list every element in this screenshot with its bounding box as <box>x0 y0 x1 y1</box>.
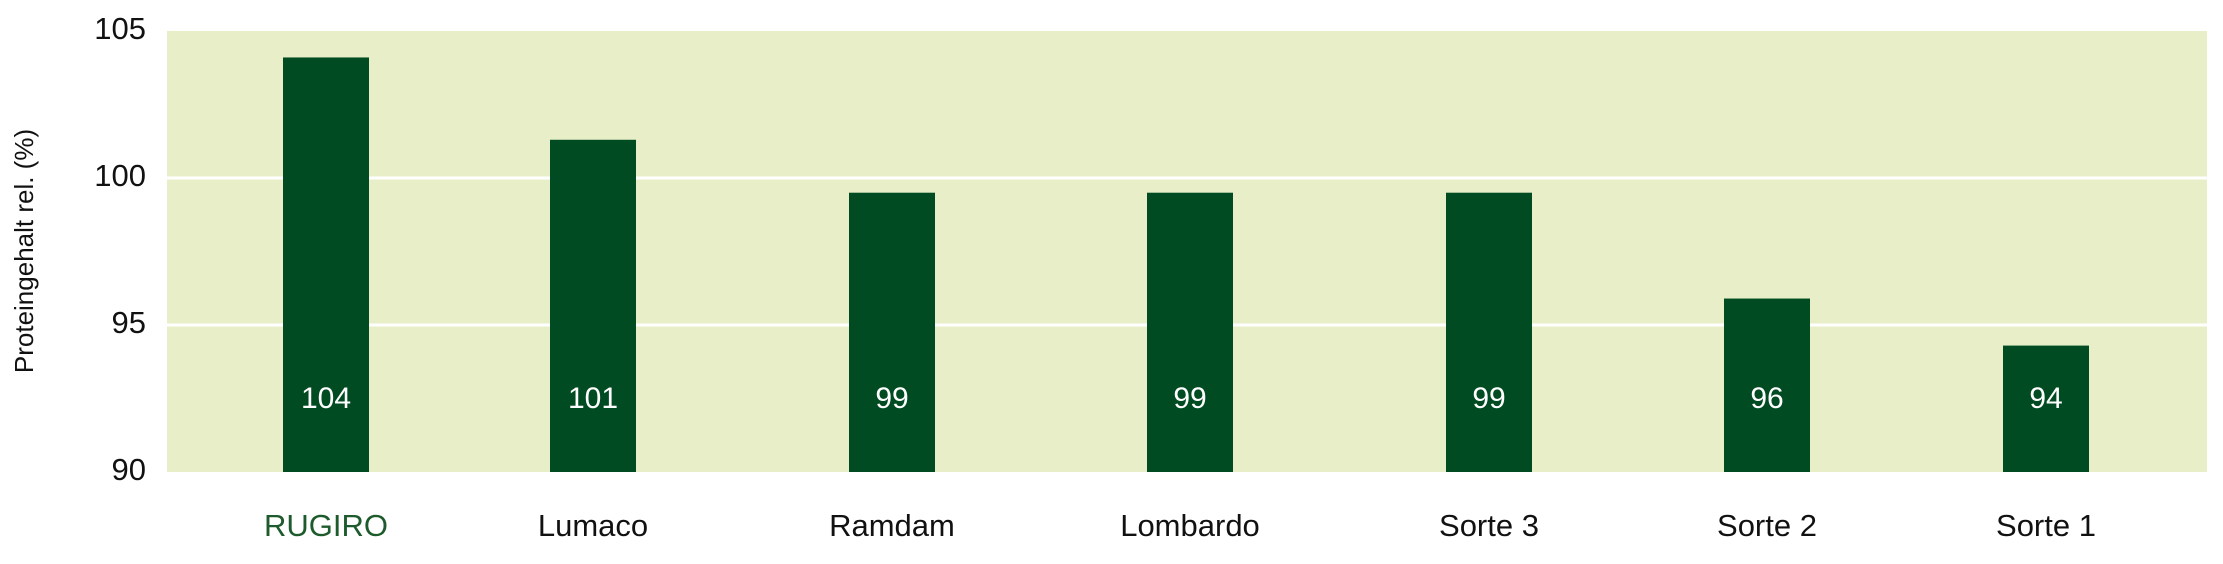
y-tick-label: 95 <box>112 305 146 340</box>
bar <box>1147 192 1233 472</box>
x-tick-label: Sorte 2 <box>1717 508 1817 543</box>
value-label: 99 <box>875 382 908 415</box>
bar <box>849 192 935 472</box>
value-label: 99 <box>1173 382 1206 415</box>
x-tick-label: Lombardo <box>1120 508 1260 543</box>
bar <box>1724 298 1810 472</box>
x-tick-label: RUGIRO <box>264 508 388 543</box>
x-tick-label: Ramdam <box>829 508 955 543</box>
x-tick-label: Sorte 1 <box>1996 508 2096 543</box>
value-label: 96 <box>1750 382 1783 415</box>
value-label: 101 <box>568 382 618 415</box>
bar <box>550 139 636 472</box>
value-label: 94 <box>2029 382 2062 415</box>
y-tick-label: 100 <box>94 158 146 193</box>
value-label: 99 <box>1472 382 1505 415</box>
value-label: 104 <box>301 382 351 415</box>
y-tick-label: 90 <box>112 452 146 487</box>
bar <box>1446 192 1532 472</box>
x-tick-label: Lumaco <box>538 508 648 543</box>
x-tick-label: Sorte 3 <box>1439 508 1539 543</box>
y-axis-label: Proteingehalt rel. (%) <box>9 129 39 373</box>
bar <box>2003 345 2089 472</box>
y-tick-label: 105 <box>94 11 146 46</box>
bar <box>283 57 369 473</box>
